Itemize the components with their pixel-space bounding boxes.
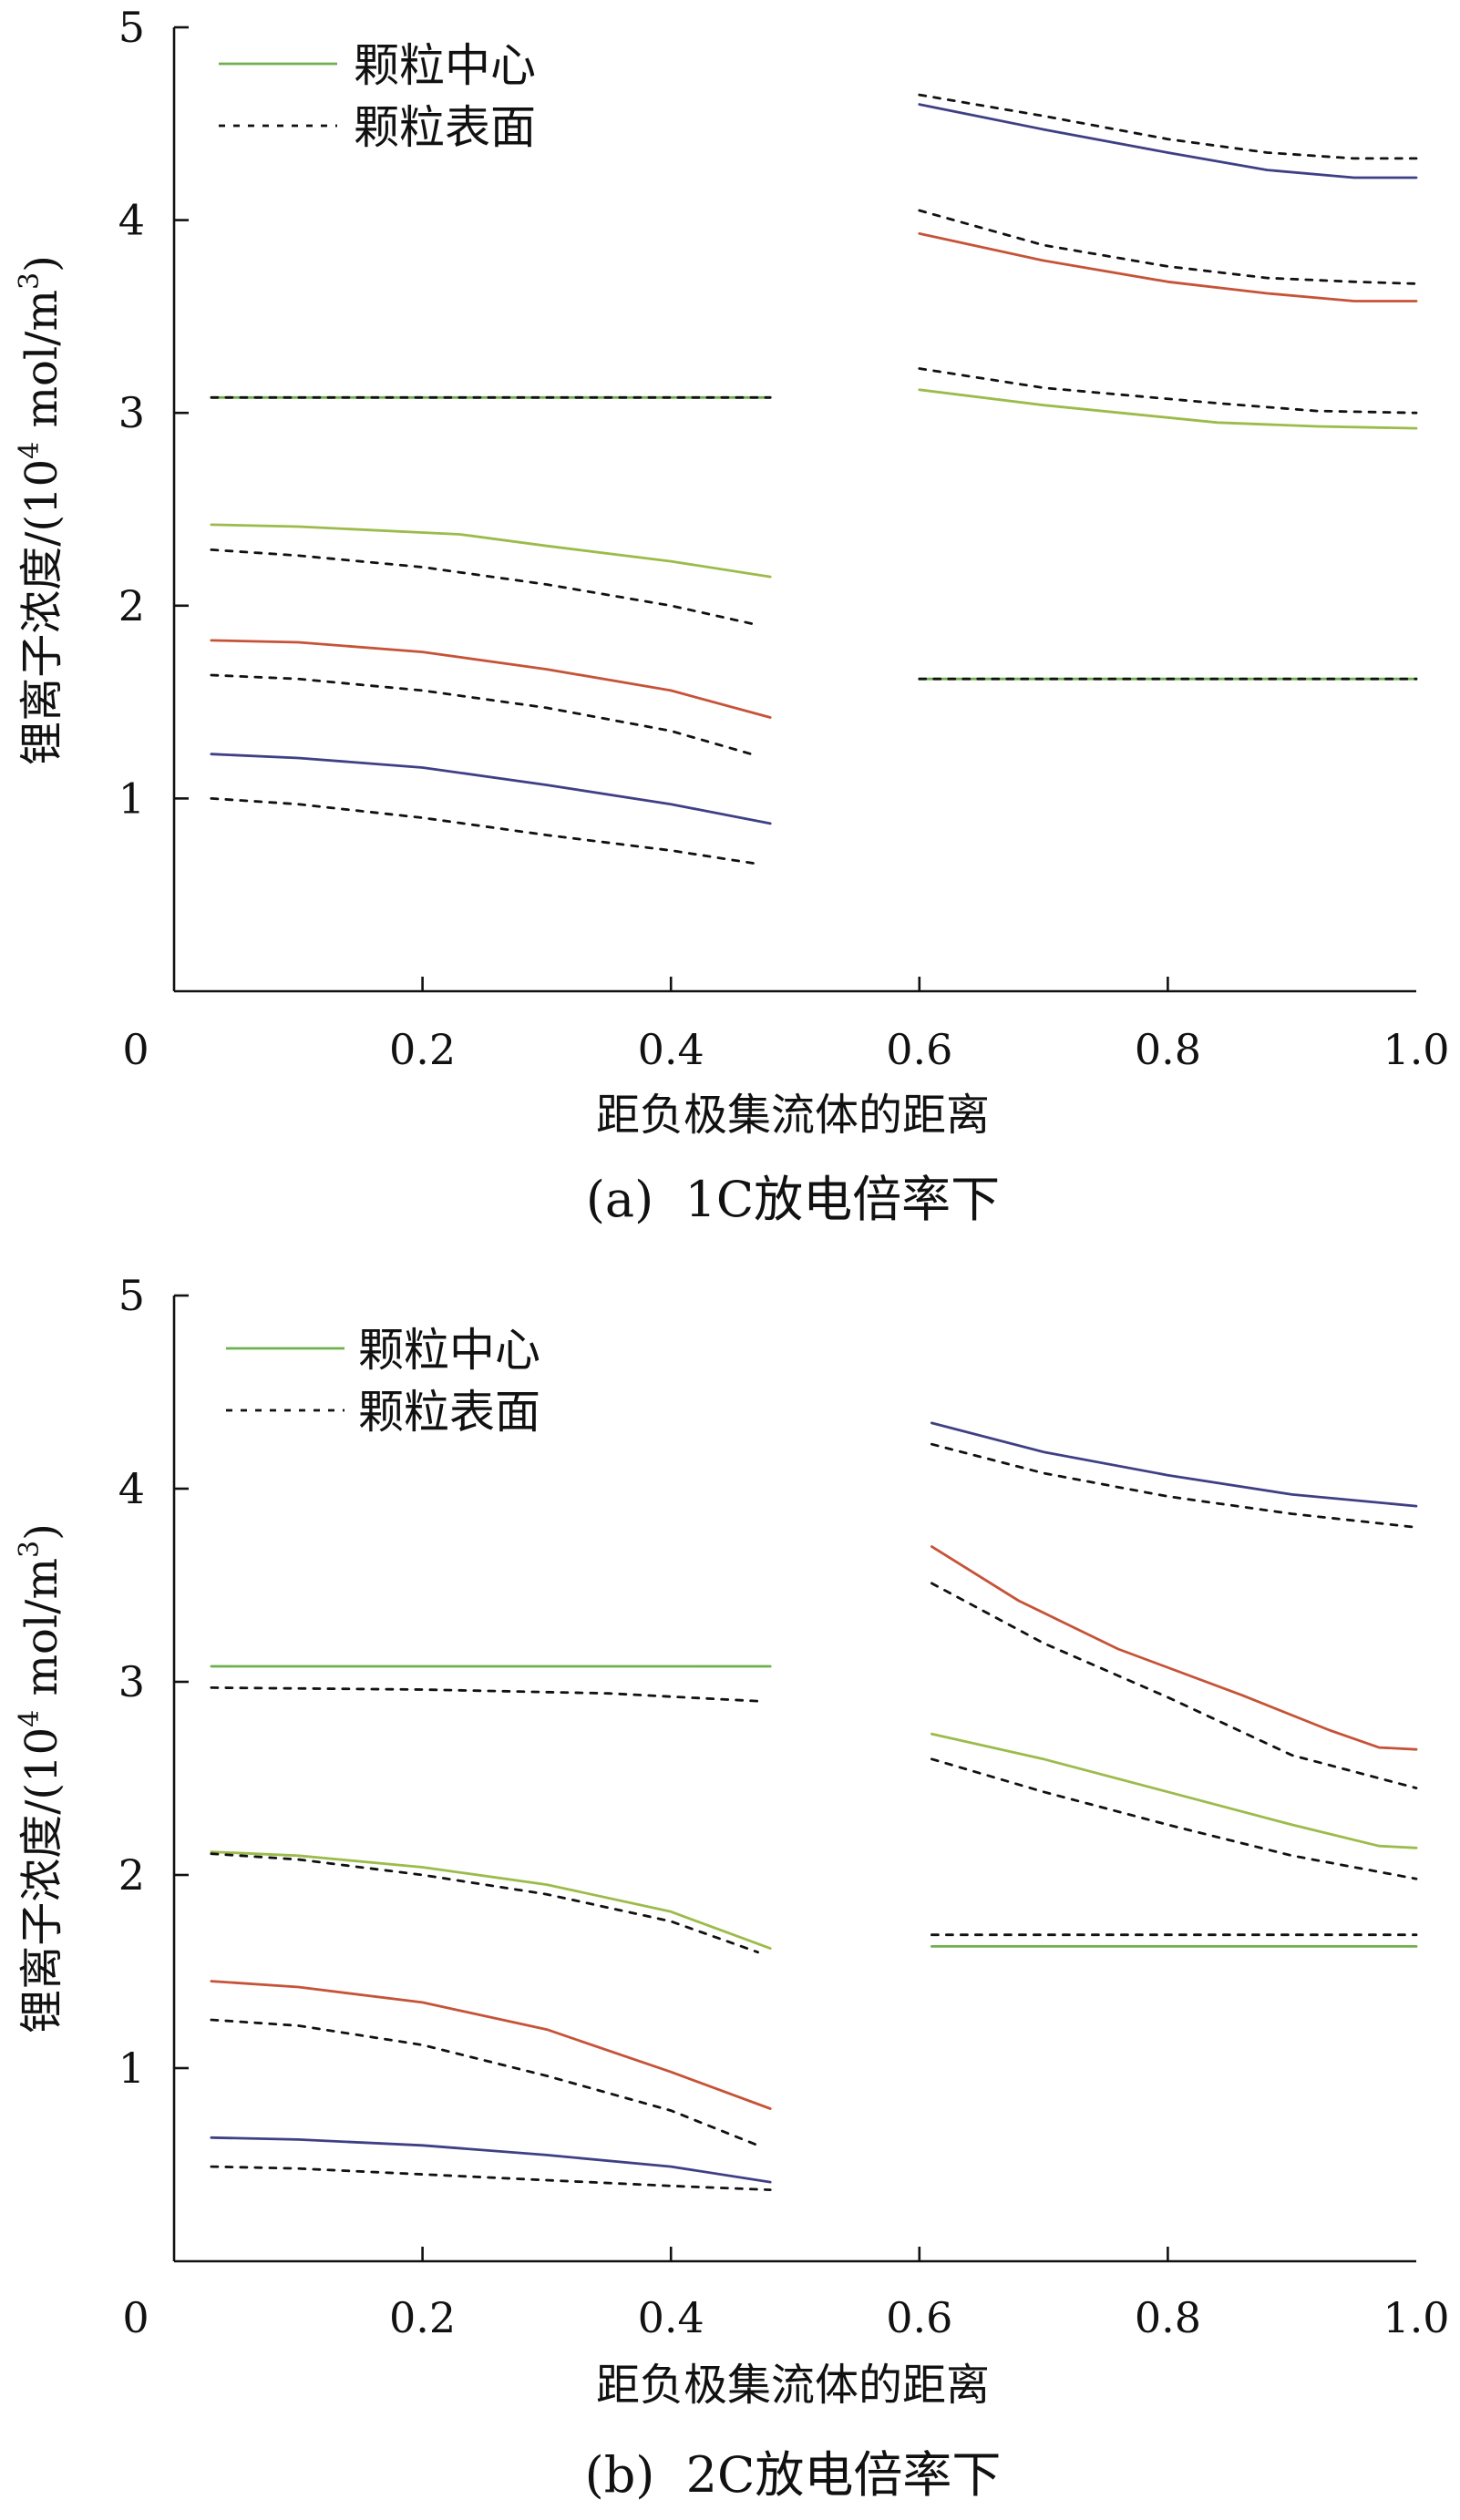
- panel-a-series-line-6: [210, 673, 759, 758]
- panel-b-x-axis-title: 距负极集流体的距离: [596, 2360, 990, 2411]
- panel-b-series-line-9: [930, 1421, 1418, 1508]
- panel-a-series-line-5: [210, 639, 772, 719]
- panel-a-x-tick-label: 0.6: [886, 1025, 952, 1074]
- panel-b-series-line-5: [210, 1980, 772, 2110]
- panel-b-x-tick-label: 0.8: [1135, 2293, 1201, 2342]
- panel-a-y-tick-label: 2: [118, 581, 145, 630]
- panel-a-legend: 颗粒中心 颗粒表面: [219, 39, 536, 154]
- panel-a-x-ticks: 0 0.2 0.4 0.6 0.8 1.0: [122, 977, 1450, 1074]
- panel-a-y-tick-label: 3: [118, 388, 145, 437]
- panel-a-series-line-7: [210, 753, 772, 825]
- panel-b-series-line-4: [210, 1852, 759, 1954]
- panel-a-series-line-13: [918, 388, 1418, 430]
- panel-b-y-axis-title: 锂离子浓度/(104 mol/m3): [14, 1523, 67, 2033]
- panel-b-y-tick-label: 4: [118, 1464, 145, 1513]
- panel-a-series-group: [210, 93, 1418, 866]
- panel-a-series-line-12: [918, 209, 1418, 285]
- panel-b-y-tick-label: 1: [118, 2044, 145, 2093]
- panel-a-legend-label-surface: 颗粒表面: [354, 101, 536, 154]
- panel-a-x-axis-title: 距负极集流体的距离: [596, 1090, 990, 1141]
- panel-a-x-tick-label: 0.4: [638, 1025, 704, 1074]
- panel-a-y-axis-title: 锂离子浓度/(104 mol/m3): [14, 255, 67, 765]
- panel-b-series-line-3: [210, 1850, 772, 1951]
- panel-a-series-line-14: [918, 367, 1418, 415]
- panel-b-series-line-2: [210, 1686, 759, 1703]
- panel-a-legend-label-center: 颗粒中心: [354, 39, 536, 92]
- panel-a-x-tick-label: 0: [122, 1025, 149, 1074]
- panel-b-x-tick-label: 0: [122, 2293, 149, 2342]
- panel-a-x-tick-label: 0.8: [1135, 1025, 1201, 1074]
- panel-a-series-line-8: [210, 797, 759, 866]
- panel-b-x-tick-label: 0.4: [638, 2293, 704, 2342]
- panel-b-series-line-11: [930, 1545, 1418, 1751]
- panel-b-series-line-7: [210, 2136, 772, 2184]
- panel-b-series-line-10: [930, 1442, 1418, 1529]
- panel-a-series-line-10: [918, 93, 1418, 160]
- panel-b-series-group: [210, 1421, 1418, 2192]
- panel-a: 0 0.2 0.4 0.6 0.8 1.0 1 2 3 4 5 颗粒中心 颗粒表面 锂离子浓度/(…: [14, 3, 1450, 1228]
- panel-b-legend-label-surface: 颗粒表面: [358, 1386, 540, 1439]
- panel-b-series-line-14: [930, 1757, 1418, 1880]
- panel-b-y-ticks: 1 2 3 4 5: [118, 1271, 189, 2093]
- panel-a-caption: (a) 1C放电倍率下: [586, 1171, 1000, 1228]
- panel-b-legend-label-center: 颗粒中心: [358, 1324, 540, 1377]
- panel-a-y-ticks: 1 2 3 4 5: [118, 3, 189, 823]
- panel-b-series-line-8: [210, 2165, 772, 2192]
- panel-a-series-line-9: [918, 103, 1418, 179]
- panel-b-x-tick-label: 0.6: [886, 2293, 952, 2342]
- panel-b-y-tick-label: 5: [118, 1271, 145, 1320]
- panel-a-series-line-11: [918, 231, 1418, 302]
- panel-b-legend: 颗粒中心 颗粒表面: [226, 1324, 540, 1439]
- panel-b-y-tick-label: 2: [118, 1850, 145, 1900]
- panel-a-x-tick-label: 0.2: [389, 1025, 456, 1074]
- panel-a-y-tick-label: 1: [118, 773, 145, 823]
- panel-b-series-line-13: [930, 1732, 1418, 1849]
- panel-b-series-line-6: [210, 2018, 759, 2147]
- panel-b-x-tick-label: 0.2: [389, 2293, 456, 2342]
- panel-b-x-tick-label: 1.0: [1383, 2293, 1449, 2342]
- panel-a-y-tick-label: 5: [118, 3, 145, 52]
- panel-b-caption: (b) 2C放电倍率下: [585, 2446, 1002, 2504]
- panel-b-series-line-12: [930, 1582, 1418, 1789]
- panel-a-series-line-4: [210, 548, 759, 627]
- panel-a-series-line-3: [210, 523, 772, 579]
- panel-a-y-tick-label: 4: [118, 196, 145, 245]
- panel-b-x-ticks: 0 0.2 0.4 0.6 0.8 1.0: [122, 2247, 1450, 2342]
- panel-b-y-tick-label: 3: [118, 1657, 145, 1706]
- panel-a-x-tick-label: 1.0: [1383, 1025, 1449, 1074]
- panel-b: 0 0.2 0.4 0.6 0.8 1.0 1 2 3 4 5 颗粒中心 颗粒表面 锂离子浓度/(…: [14, 1271, 1450, 2504]
